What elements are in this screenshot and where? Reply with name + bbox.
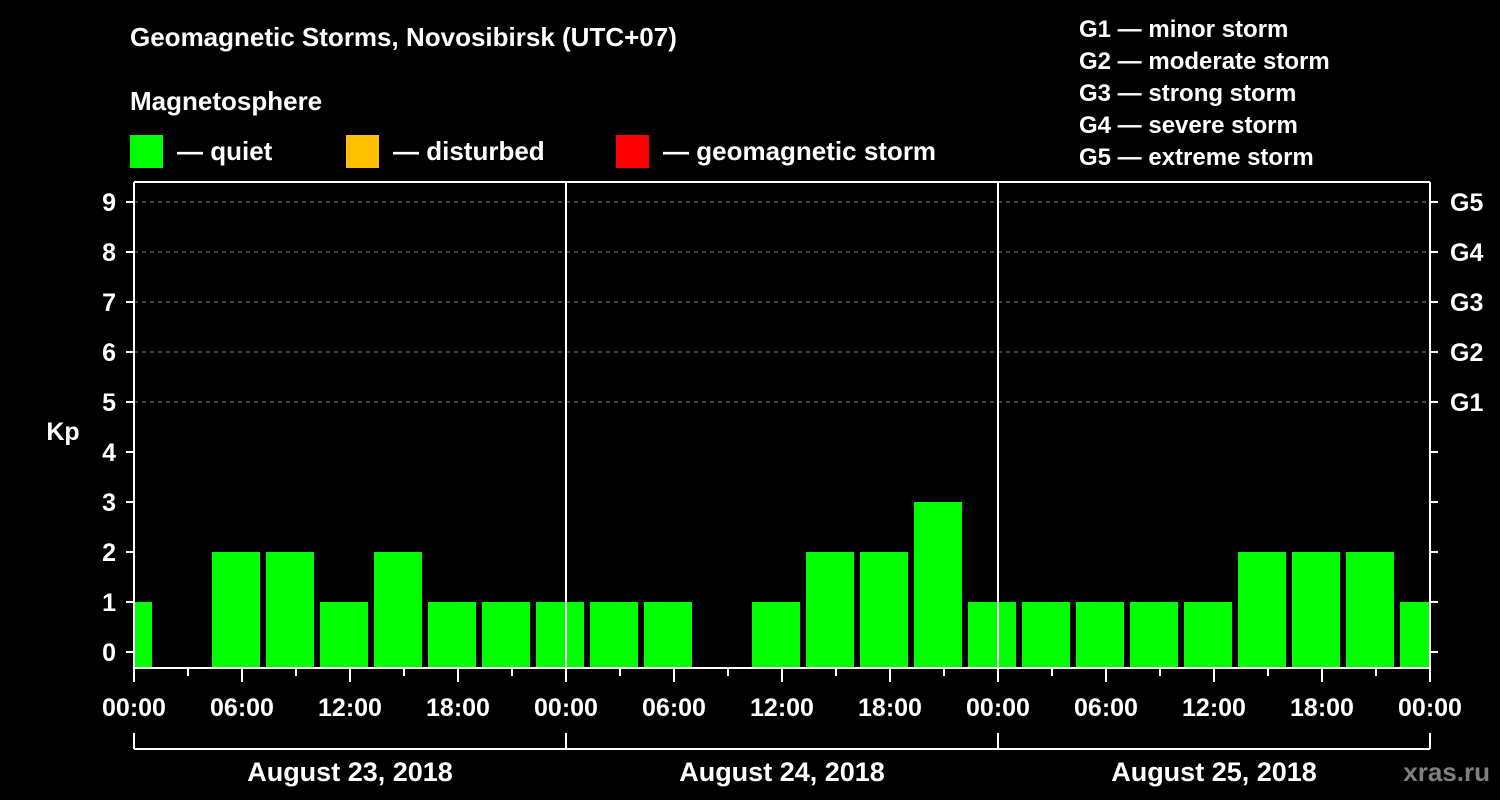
legend-swatch-disturbed [346,134,379,168]
storm-scale-g3: G3 — strong storm [1079,80,1297,107]
storm-scale-g4: G4 — severe storm [1079,112,1298,139]
g-level-label: G3 [1450,289,1483,317]
storm-scale-g2: G2 — moderate storm [1079,48,1330,75]
legend-quiet: — quiet [130,134,272,168]
kp-bar [135,602,152,667]
legend-label-quiet: — quiet [177,135,273,166]
kp-bar [752,602,800,667]
y-tick-label: 7 [102,289,116,317]
g-level-label: G2 [1450,339,1483,367]
legend-label-disturbed: — disturbed [393,135,545,166]
kp-bar [482,602,530,667]
x-tick-label: 12:00 [750,694,814,722]
x-tick-label: 00:00 [966,694,1030,722]
y-tick-label: 1 [102,589,116,617]
kp-bar [212,552,260,667]
storm-scale-g1: G1 — minor storm [1079,16,1289,43]
x-tick-label: 00:00 [102,694,166,722]
x-tick-label: 18:00 [1290,694,1354,722]
legend-label-storm: — geomagnetic storm [663,135,937,166]
kp-bar [860,552,908,667]
x-tick-label: 00:00 [1398,694,1462,722]
x-tick-label: 12:00 [1182,694,1246,722]
axis-labels: 0 1 2 3 4 5 6 7 8 9 Kp G1 G2 G3 G4 G5 00:00 06:00 12:00 18:… [46,189,1490,787]
y-axis-title: Kp [46,418,79,446]
x-tick-label: 06:00 [642,694,706,722]
storm-scale-legend: G1 — minor storm G2 — moderate storm G3 … [1079,14,1330,174]
day-label: August 24, 2018 [679,757,885,787]
chart-title: Geomagnetic Storms, Novosibirsk (UTC+07) [130,22,677,52]
kp-bar [1184,602,1232,667]
kp-bar [1022,602,1070,667]
kp-bar [914,502,962,667]
y-tick-label: 2 [102,539,116,567]
day-label: August 23, 2018 [247,757,453,787]
x-tick-label: 18:00 [426,694,490,722]
kp-bar [968,602,1016,667]
chart-subtitle: Magnetosphere [130,86,323,116]
y-tick-label: 4 [102,439,116,467]
y-tick-label: 8 [102,239,116,267]
x-tick-label: 06:00 [210,694,274,722]
kp-bar [590,602,638,667]
kp-bar [1130,602,1178,667]
legend-swatch-storm [616,134,649,168]
kp-bar [1238,552,1286,667]
x-tick-label: 06:00 [1074,694,1138,722]
y-tick-label: 9 [102,189,116,217]
kp-bar [536,602,584,667]
kp-bar [644,602,692,667]
grid-lines [134,201,1430,403]
y-tick-label: 5 [102,389,116,417]
kp-bar [266,552,314,667]
kp-bar [428,602,476,667]
bars [135,502,1429,667]
g-level-label: G5 [1450,189,1483,217]
kp-bar [1346,552,1394,667]
axes [126,181,1438,750]
watermark: xras.ru [1403,757,1490,787]
day-label: August 25, 2018 [1111,757,1317,787]
x-tick-label: 12:00 [318,694,382,722]
kp-bar [1400,602,1429,667]
storm-scale-g5: G5 — extreme storm [1079,144,1314,171]
x-tick-label: 18:00 [858,694,922,722]
legend-storm: — geomagnetic storm [616,134,936,168]
kp-bar [1292,552,1340,667]
g-level-label: G4 [1450,239,1483,267]
g-level-label: G1 [1450,389,1483,417]
x-tick-label: 00:00 [534,694,598,722]
kp-bar [320,602,368,667]
y-tick-label: 3 [102,489,116,517]
y-tick-label: 0 [102,639,116,667]
legend-disturbed: — disturbed [346,134,545,168]
kp-bar [374,552,422,667]
kp-bar [1076,602,1124,667]
y-tick-label: 6 [102,339,116,367]
kp-bar [806,552,854,667]
legend-swatch-quiet [130,134,163,168]
